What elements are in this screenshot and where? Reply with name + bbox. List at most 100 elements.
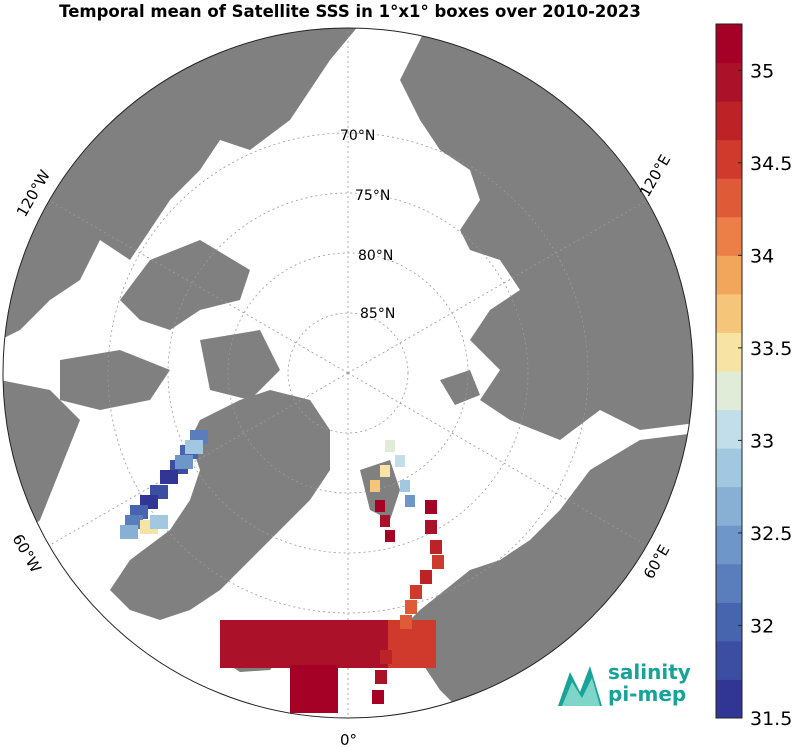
colorbar-tick-label: 35 xyxy=(750,60,774,82)
lat-label-85: 85°N xyxy=(360,306,395,322)
sss-cell xyxy=(376,632,388,644)
colorbar-block xyxy=(716,332,742,372)
lat-label-75: 75°N xyxy=(355,188,390,204)
sss-cell xyxy=(388,620,400,632)
sss-cell xyxy=(175,455,193,469)
sss-cell xyxy=(375,670,387,684)
sss-cell xyxy=(302,689,314,701)
sss-cell xyxy=(420,570,432,584)
map-border xyxy=(2,27,694,719)
sss-cell xyxy=(370,480,380,492)
sss-cell xyxy=(352,644,364,656)
sss-cell xyxy=(314,701,326,713)
colorbar-tick-label: 32.5 xyxy=(750,523,792,545)
sss-cell xyxy=(232,632,244,644)
land-franz-josef xyxy=(440,370,480,405)
sss-cell xyxy=(364,656,376,668)
sss-cell xyxy=(385,530,395,542)
sss-cell xyxy=(304,644,316,656)
sss-cell xyxy=(280,644,292,656)
colorbar-block xyxy=(716,371,742,411)
colorbar-block xyxy=(716,255,742,295)
sss-cell xyxy=(302,677,314,689)
sss-cell xyxy=(256,656,268,668)
sss-cell xyxy=(185,440,203,454)
sss-cell xyxy=(150,515,168,529)
sss-cell xyxy=(400,644,412,656)
sss-cell xyxy=(400,480,410,492)
colorbar-block xyxy=(716,602,742,642)
sss-cell xyxy=(352,632,364,644)
colorbar-block xyxy=(716,293,742,333)
colorbar-tick-label: 34.5 xyxy=(750,153,792,175)
sss-cell xyxy=(256,644,268,656)
logo-line1: salinity xyxy=(608,660,691,684)
sss-cell xyxy=(220,644,232,656)
sss-cell xyxy=(432,555,444,569)
sss-cell xyxy=(326,665,338,677)
sss-cell xyxy=(390,630,402,644)
sss-cell xyxy=(326,701,338,713)
sss-cell xyxy=(256,632,268,644)
sss-cell xyxy=(340,620,352,632)
sss-cell xyxy=(268,656,280,668)
sss-cell xyxy=(364,644,376,656)
sss-cell xyxy=(352,656,364,668)
sss-cell xyxy=(375,500,385,512)
sss-cell xyxy=(400,632,412,644)
sss-cell xyxy=(424,632,436,644)
logo-line2: pi-mep xyxy=(608,682,687,706)
sss-cell xyxy=(395,455,405,467)
colorbar-block xyxy=(716,62,742,102)
colorbar-block xyxy=(716,640,742,680)
sss-cell xyxy=(425,500,437,514)
sss-cell xyxy=(244,632,256,644)
sss-cell xyxy=(280,620,292,632)
sss-cell xyxy=(380,650,392,664)
sss-cell xyxy=(410,585,422,599)
sss-cell xyxy=(304,632,316,644)
sss-cell xyxy=(290,677,302,689)
sss-cell xyxy=(380,515,390,527)
colorbar-frame xyxy=(715,23,743,719)
colorbar-block xyxy=(716,409,742,449)
sss-cell xyxy=(405,600,417,614)
sss-cell xyxy=(380,465,390,477)
colorbar-tick-label: 34 xyxy=(750,245,774,267)
colorbar-block xyxy=(716,448,742,488)
sss-cell xyxy=(160,470,178,484)
sss-cell xyxy=(316,620,328,632)
sss-cell xyxy=(280,656,292,668)
colorbar-block xyxy=(716,216,742,256)
sss-cell xyxy=(232,656,244,668)
lat-label-70: 70°N xyxy=(340,128,375,144)
colorbar-block xyxy=(716,24,742,64)
sss-cell xyxy=(352,620,364,632)
sss-cell xyxy=(256,620,268,632)
sss-cell xyxy=(328,620,340,632)
sss-cell xyxy=(292,644,304,656)
sss-cell xyxy=(340,644,352,656)
graticule xyxy=(49,28,647,718)
sss-cell xyxy=(292,620,304,632)
land-canada-islands xyxy=(60,240,280,410)
lat-label-80: 80°N xyxy=(358,248,393,264)
sss-cell xyxy=(316,632,328,644)
sss-cell xyxy=(430,540,442,554)
colorbar-ticks: 31.5 32 32.5 33 33.5 34 34.5 35 xyxy=(738,60,792,730)
sss-cell xyxy=(268,620,280,632)
sss-cell xyxy=(292,632,304,644)
sss-cell xyxy=(340,632,352,644)
colorbar-block xyxy=(716,679,742,719)
sss-cell xyxy=(268,644,280,656)
sss-cell xyxy=(232,620,244,632)
sss-cell xyxy=(220,620,232,632)
sss-cell xyxy=(424,620,436,632)
sss-cell xyxy=(314,665,326,677)
sss-cell xyxy=(232,644,244,656)
sss-cell xyxy=(326,677,338,689)
sss-cell xyxy=(314,689,326,701)
colorbar-tick-label: 32 xyxy=(750,615,774,637)
sss-cell xyxy=(280,632,292,644)
colorbar-block xyxy=(716,525,742,565)
